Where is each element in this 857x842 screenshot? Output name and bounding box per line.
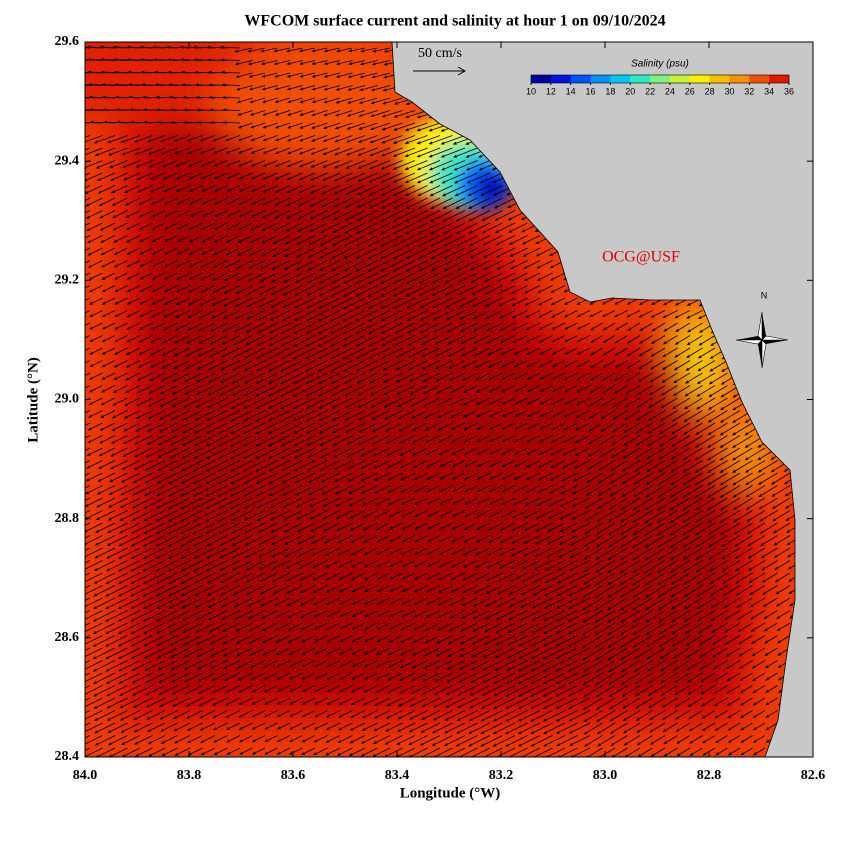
- colorbar-tick-label: 10: [526, 86, 536, 96]
- colorbar-frame: [530, 74, 790, 84]
- colorbar-segment: [550, 75, 571, 83]
- watermark: OCG@USF: [602, 249, 680, 266]
- colorbar-segment: [650, 75, 671, 83]
- colorbar-tick-label: 12: [546, 86, 556, 96]
- colorbar-tick-label: 36: [784, 86, 794, 96]
- colorbar-segment: [769, 75, 790, 83]
- colorbar-segment: [570, 75, 591, 83]
- compass: [735, 311, 789, 369]
- colorbar-tick-label: 34: [764, 86, 774, 96]
- colorbar-tick-label: 30: [724, 86, 734, 96]
- colorbar-tick-label: 20: [625, 86, 635, 96]
- colorbar-tick-label: 18: [605, 86, 615, 96]
- colorbar-segment: [590, 75, 611, 83]
- x-tick-label: 83.8: [177, 768, 202, 783]
- y-tick-label: 28.4: [55, 749, 80, 764]
- colorbar-segment: [630, 75, 651, 83]
- x-tick-label: 83.0: [593, 768, 618, 783]
- y-tick-label: 28.6: [55, 630, 80, 645]
- y-tick-label: 28.8: [55, 511, 80, 526]
- chart-title: WFCOM surface current and salinity at ho…: [244, 13, 665, 30]
- y-tick-label: 29.0: [55, 392, 80, 407]
- colorbar-tick-label: 32: [744, 86, 754, 96]
- colorbar-segment: [749, 75, 770, 83]
- colorbar-tick-label: 28: [705, 86, 715, 96]
- colorbar-segment: [531, 75, 552, 83]
- colorbar-segment: [709, 75, 730, 83]
- x-tick-label: 83.2: [489, 768, 514, 783]
- scale-arrow-head: [457, 66, 467, 76]
- x-tick-label: 82.6: [801, 768, 826, 783]
- colorbar-tick-label: 26: [685, 86, 695, 96]
- x-tick-label: 84.0: [73, 768, 98, 783]
- x-tick-label: 82.8: [697, 768, 722, 783]
- colorbar-segment: [610, 75, 631, 83]
- x-axis-label: Longitude (°W): [400, 785, 501, 801]
- colorbar-tick-label: 16: [586, 86, 596, 96]
- y-tick-label: 29.6: [55, 34, 80, 49]
- y-tick-label: 29.4: [55, 153, 80, 168]
- colorbar-label: Salinity (psu): [631, 59, 689, 70]
- compass-label: N: [761, 290, 768, 300]
- colorbar-segment: [669, 75, 691, 83]
- colorbar-tick-label: 22: [645, 86, 655, 96]
- x-tick-label: 83.6: [281, 768, 306, 783]
- y-tick-label: 29.2: [55, 273, 80, 288]
- scale-label: 50 cm/s: [418, 46, 462, 61]
- colorbar-tick-label: 14: [566, 86, 576, 96]
- colorbar-tick-label: 24: [665, 86, 675, 96]
- y-axis-label: Latitude (°N): [25, 357, 41, 443]
- colorbar-segment: [689, 75, 710, 83]
- colorbar-segment: [729, 75, 750, 83]
- x-tick-label: 83.4: [385, 768, 410, 783]
